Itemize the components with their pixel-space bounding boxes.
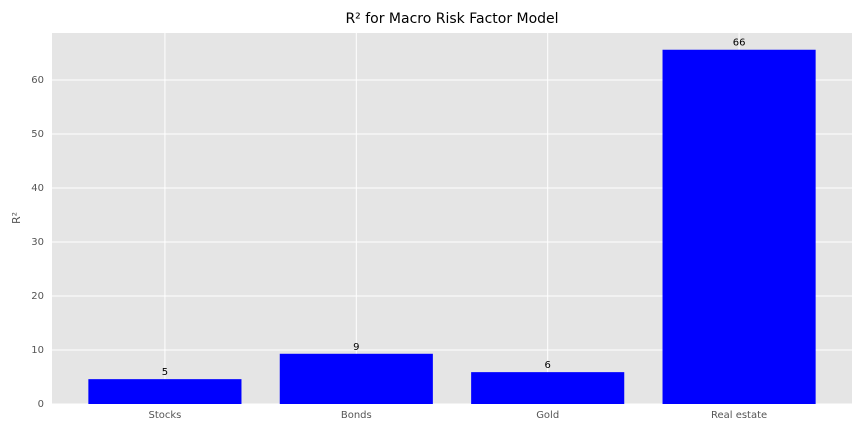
- y-tick-label: 40: [31, 183, 44, 194]
- y-tick-label: 0: [38, 399, 44, 410]
- value-label: 9: [353, 342, 359, 353]
- x-tick-label: Bonds: [341, 410, 372, 421]
- y-axis-label: R²: [10, 212, 23, 224]
- bar: [471, 372, 625, 404]
- y-tick-label: 10: [31, 345, 44, 356]
- chart-title: R² for Macro Risk Factor Model: [345, 11, 558, 27]
- y-tick-label: 60: [31, 75, 44, 86]
- value-label: 6: [545, 360, 551, 371]
- x-tick-label: Stocks: [148, 410, 181, 421]
- bar: [662, 49, 816, 404]
- x-tick-label: Gold: [536, 410, 559, 421]
- value-label: 66: [733, 38, 746, 49]
- x-tick-label: Real estate: [711, 410, 767, 421]
- y-tick-label: 30: [31, 237, 44, 248]
- y-tick-label: 50: [31, 129, 44, 140]
- y-tick-label: 20: [31, 291, 44, 302]
- value-label: 5: [162, 367, 168, 378]
- bar: [88, 379, 242, 404]
- bar: [279, 353, 433, 404]
